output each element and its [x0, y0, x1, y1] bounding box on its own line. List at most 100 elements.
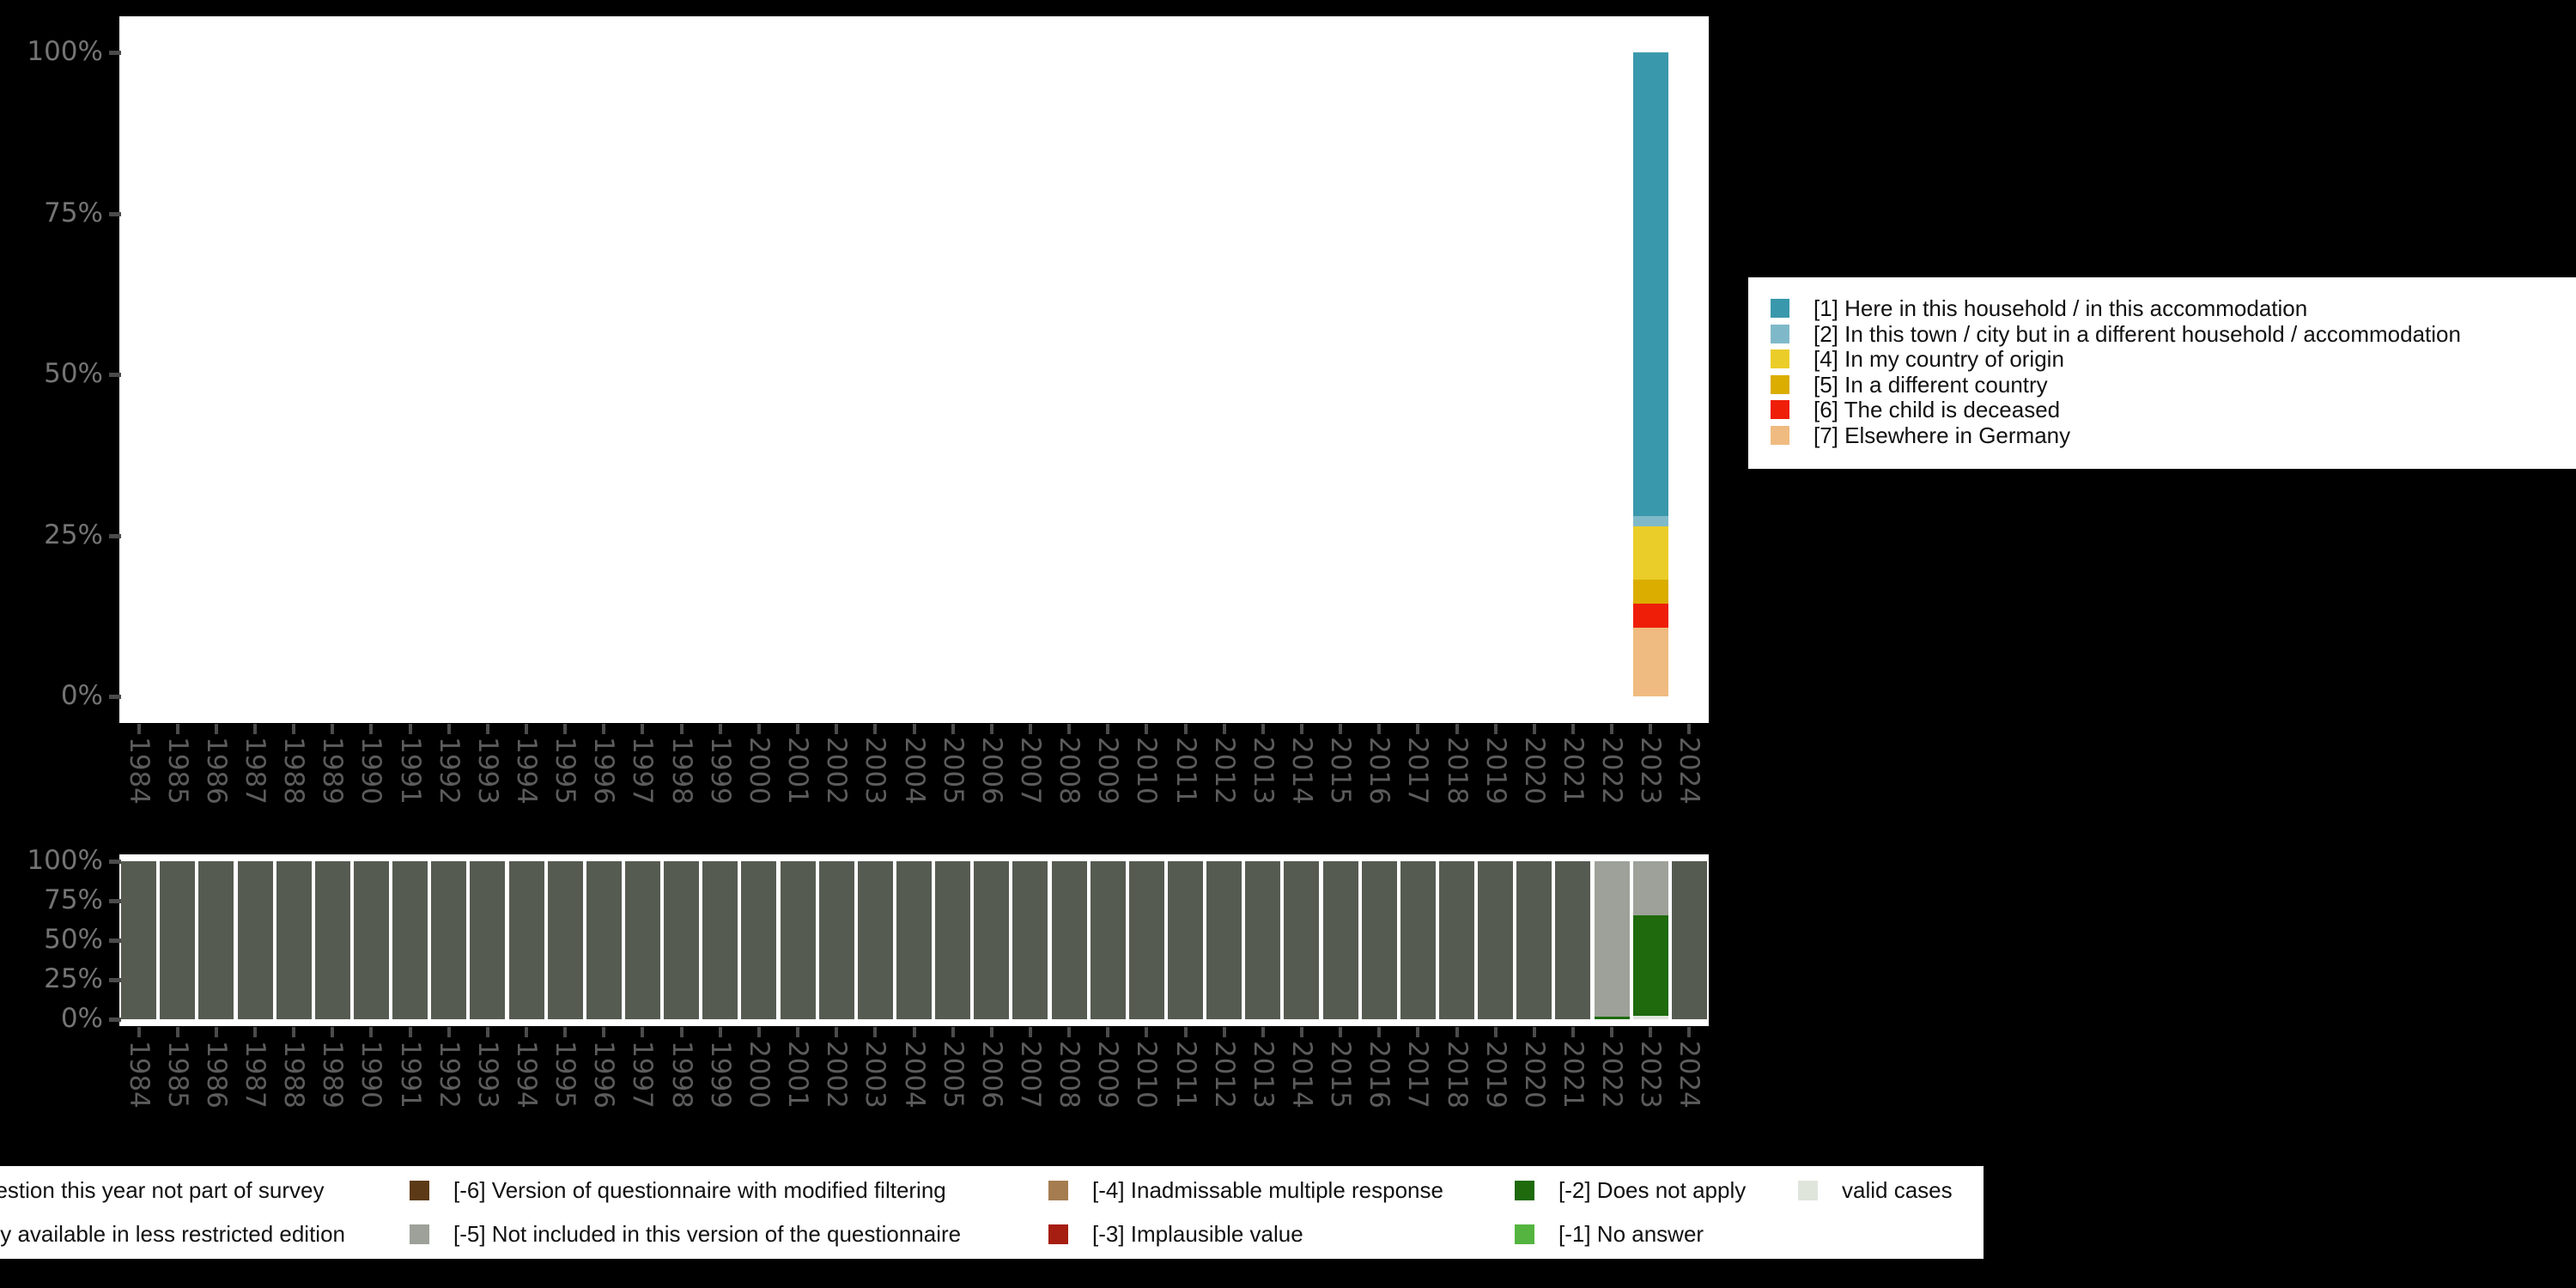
x-tick-label: 1996 [588, 737, 620, 805]
x-tick-mark [989, 1027, 993, 1037]
x-tick-mark [835, 724, 839, 734]
x-tick-mark [1532, 1027, 1536, 1037]
bar-segment [392, 861, 428, 1019]
x-tick-mark [525, 1027, 529, 1037]
x-tick-mark [331, 724, 335, 734]
x-tick-label: 2005 [937, 1041, 969, 1109]
x-tick-label: 1990 [355, 1041, 387, 1109]
x-tick-mark [1493, 724, 1498, 734]
bar-segment [1516, 861, 1552, 1019]
missing-codes-legend: [-8] Question this year not part of surv… [0, 1166, 1984, 1259]
y-tick-label: 75% [44, 197, 103, 228]
legend-label: [7] Elsewhere in Germany [1814, 422, 2071, 448]
y-tick-label: 100% [27, 36, 103, 67]
bar-segment [121, 861, 157, 1019]
bar-segment [586, 861, 622, 1019]
x-tick-mark [796, 724, 800, 734]
x-tick-label: 2024 [1674, 1041, 1705, 1109]
x-tick-mark [1416, 724, 1420, 734]
x-tick-label: 1993 [471, 1041, 503, 1109]
x-tick-mark [214, 1027, 218, 1037]
bar-segment [1632, 1015, 1668, 1019]
x-tick-label: 1992 [433, 737, 465, 805]
x-tick-label: 2022 [1596, 1041, 1628, 1109]
x-tick-mark [175, 1027, 179, 1037]
x-tick-mark [873, 1027, 878, 1037]
x-tick-label: 2021 [1557, 737, 1589, 805]
legend-swatch [1048, 1181, 1068, 1200]
x-tick-mark [1299, 724, 1303, 734]
bar-segment [1632, 604, 1668, 628]
x-tick-mark [912, 1027, 916, 1037]
x-tick-mark [563, 1027, 568, 1037]
x-tick-mark [369, 1027, 374, 1037]
bar-segment [276, 861, 312, 1019]
x-tick-label: 1988 [278, 1041, 310, 1109]
x-tick-mark [253, 724, 257, 734]
x-tick-label: 2002 [821, 737, 853, 805]
y-tick-mark [109, 533, 121, 538]
x-tick-label: 2012 [1208, 737, 1240, 805]
x-tick-mark [1339, 724, 1343, 734]
legend-swatch [1798, 1181, 1818, 1200]
y-tick-label: 100% [27, 845, 103, 876]
bar-segment [1012, 861, 1048, 1019]
answer-categories-legend: [1] Here in this household / in this acc… [1748, 277, 2576, 469]
x-tick-mark [292, 724, 296, 734]
x-tick-label: 1992 [433, 1041, 465, 1109]
x-tick-mark [137, 724, 141, 734]
x-tick-label: 1998 [665, 737, 697, 805]
x-tick-label: 2017 [1402, 737, 1434, 805]
x-tick-label: 2004 [898, 737, 930, 805]
legend-label: valid cases [1842, 1177, 1953, 1203]
x-tick-label: 2020 [1518, 1041, 1550, 1109]
x-tick-label: 2018 [1441, 1041, 1473, 1109]
x-tick-mark [835, 1027, 839, 1037]
bar-segment [664, 861, 700, 1019]
valid-answers-plot-area [119, 16, 1709, 723]
x-tick-label: 2007 [1014, 1041, 1046, 1109]
bar-segment [741, 861, 777, 1019]
x-tick-mark [951, 1027, 955, 1037]
legend-label: [-7] Only available in less restricted e… [0, 1221, 346, 1247]
x-tick-mark [447, 1027, 451, 1037]
bar-segment [1128, 861, 1164, 1019]
y-tick-label: 25% [44, 519, 103, 550]
x-tick-label: 1989 [317, 737, 349, 805]
x-tick-label: 2022 [1596, 737, 1628, 805]
x-tick-label: 2009 [1092, 1041, 1124, 1109]
y-tick-mark [109, 978, 121, 982]
legend-label: [-5] Not included in this version of the… [453, 1221, 962, 1247]
x-tick-label: 1985 [161, 737, 193, 805]
x-tick-label: 1986 [200, 1041, 232, 1109]
x-tick-mark [1028, 1027, 1032, 1037]
y-tick-mark [109, 860, 121, 864]
x-tick-mark [447, 724, 451, 734]
x-tick-mark [1067, 724, 1072, 734]
x-tick-mark [1028, 724, 1032, 734]
x-tick-label: 2023 [1635, 737, 1667, 805]
bar-segment [1594, 861, 1630, 1018]
bar-segment [896, 861, 932, 1019]
x-tick-label: 2008 [1054, 737, 1085, 805]
x-tick-mark [563, 724, 568, 734]
x-tick-label: 1991 [394, 737, 426, 805]
x-tick-mark [602, 1027, 606, 1037]
x-tick-label: 2010 [1131, 737, 1163, 805]
x-tick-mark [679, 724, 683, 734]
y-tick-mark [109, 211, 121, 216]
x-tick-label: 1998 [665, 1041, 697, 1109]
legend-label: [6] The child is deceased [1814, 397, 2061, 422]
x-tick-label: 2016 [1364, 737, 1395, 805]
legend-swatch [1771, 299, 1789, 318]
x-tick-mark [369, 724, 374, 734]
bar-segment [314, 861, 350, 1019]
x-tick-label: 2018 [1441, 737, 1473, 805]
x-tick-mark [796, 1027, 800, 1037]
x-tick-mark [1067, 1027, 1072, 1037]
x-tick-label: 2008 [1054, 1041, 1085, 1109]
bar-segment [624, 861, 660, 1019]
x-tick-label: 1995 [550, 1041, 581, 1109]
x-tick-label: 1984 [123, 1041, 155, 1109]
bar-segment [780, 861, 816, 1019]
